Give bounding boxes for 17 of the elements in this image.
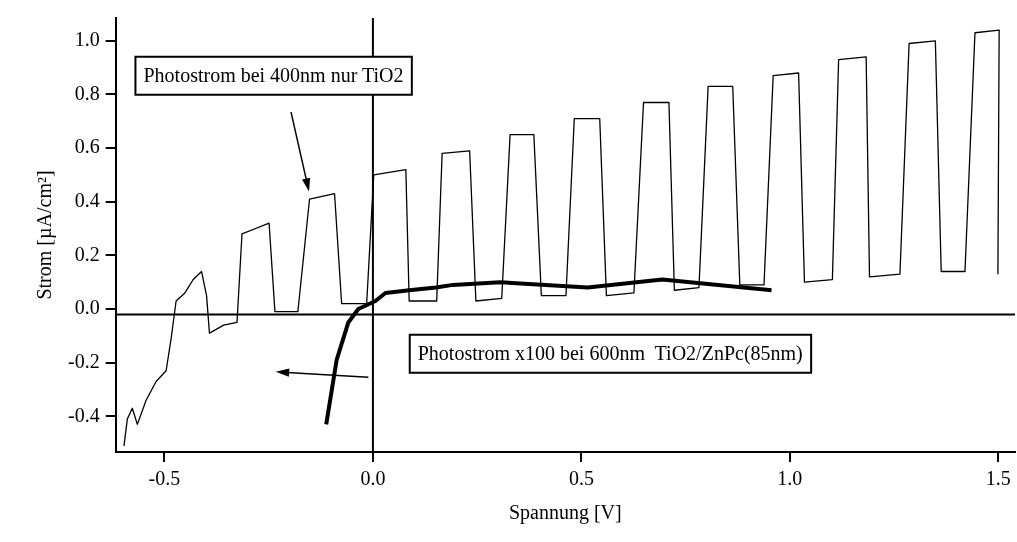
y-tick-label: 1.0 (74, 28, 100, 51)
x-tick-label: -0.5 (148, 467, 181, 490)
y-tick-label: -0.4 (67, 403, 100, 426)
annotation: Photostrom x100 bei 600nm TiO2/ZnPc(85nm) (417, 342, 803, 366)
y-tick-label: 0.2 (74, 242, 100, 265)
annotation: Photostrom bei 400nm nur TiO2 (143, 63, 404, 86)
x-tick-label: 1.5 (985, 467, 1011, 490)
x-tick-label: 1.0 (777, 467, 803, 490)
y-tick-label: 0.8 (74, 81, 100, 104)
y-axis-title: Strom [µA/cm²] (33, 170, 57, 300)
x-tick-label: 0.0 (360, 467, 386, 490)
y-tick-label: 0.0 (74, 296, 100, 319)
x-axis-title: Spannung [V] (508, 501, 622, 525)
x-tick-label: 0.5 (568, 467, 594, 490)
y-tick-label: 0.6 (74, 135, 100, 158)
y-tick-label: -0.2 (67, 349, 100, 372)
y-tick-label: 0.4 (74, 188, 100, 211)
